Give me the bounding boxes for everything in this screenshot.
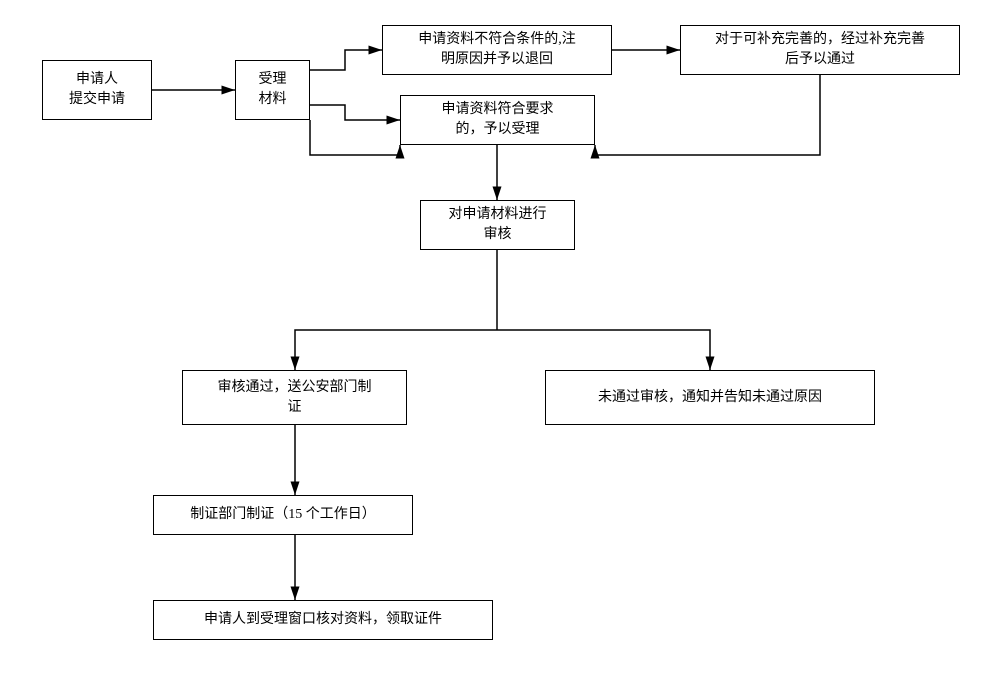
edge-split-n8 bbox=[497, 330, 710, 370]
node-collect-certificate: 申请人到受理窗口核对资料，领取证件 bbox=[153, 600, 493, 640]
node-applicant-submit: 申请人提交申请 bbox=[42, 60, 152, 120]
edge-n4-n5 bbox=[595, 75, 820, 155]
node-label: 对申请材料进行审核 bbox=[449, 205, 547, 244]
node-review-materials: 对申请材料进行审核 bbox=[420, 200, 575, 250]
node-review-failed: 未通过审核，通知并告知未通过原因 bbox=[545, 370, 875, 425]
node-label: 申请人提交申请 bbox=[69, 70, 125, 109]
node-label: 受理材料 bbox=[259, 70, 287, 109]
node-label: 对于可补充完善的，经过补充完善后予以通过 bbox=[715, 30, 925, 69]
edge-n2-n5 bbox=[310, 105, 400, 120]
node-materials-noncompliant: 申请资料不符合条件的,注明原因并予以退回 bbox=[382, 25, 612, 75]
node-accept-materials: 受理材料 bbox=[235, 60, 310, 120]
node-label: 申请人到受理窗口核对资料，领取证件 bbox=[204, 610, 442, 630]
node-label: 申请资料符合要求的，予以受理 bbox=[442, 100, 554, 139]
node-label: 审核通过，送公安部门制证 bbox=[218, 378, 372, 417]
node-supplementable: 对于可补充完善的，经过补充完善后予以通过 bbox=[680, 25, 960, 75]
node-materials-compliant: 申请资料符合要求的，予以受理 bbox=[400, 95, 595, 145]
node-label: 制证部门制证（15 个工作日） bbox=[190, 505, 376, 525]
edge-split-n7 bbox=[295, 330, 497, 370]
edge-n2-n5b bbox=[310, 120, 400, 155]
node-label: 未通过审核，通知并告知未通过原因 bbox=[598, 388, 822, 408]
edge-n2-n3 bbox=[310, 50, 382, 70]
node-review-passed: 审核通过，送公安部门制证 bbox=[182, 370, 407, 425]
node-label: 申请资料不符合条件的,注明原因并予以退回 bbox=[418, 30, 576, 69]
node-certificate-production: 制证部门制证（15 个工作日） bbox=[153, 495, 413, 535]
